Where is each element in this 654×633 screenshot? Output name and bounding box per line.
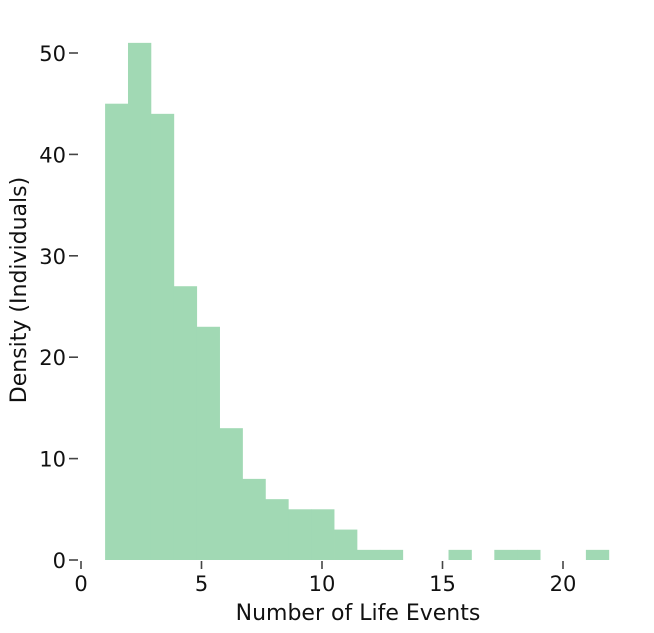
x-tick-label: 10	[309, 572, 336, 596]
histogram-bar	[150, 113, 175, 560]
histogram-bar	[127, 42, 152, 561]
histogram-bar	[196, 326, 220, 560]
histogram-bar	[265, 499, 289, 560]
y-tick-label: 20	[39, 346, 66, 370]
histogram-bar	[585, 549, 610, 560]
histogram-bar	[334, 529, 358, 560]
histogram-bar	[288, 509, 312, 560]
histogram-bar	[448, 549, 472, 560]
histogram-bar	[242, 478, 266, 560]
histogram-bar	[311, 509, 335, 560]
x-axis-label: Number of Life Events	[236, 601, 481, 626]
histogram-bar	[219, 428, 243, 560]
histogram-bar	[356, 549, 381, 560]
x-tick-label: 15	[429, 572, 456, 596]
histogram-bar	[379, 549, 404, 560]
histogram-bar	[105, 103, 129, 560]
x-tick-label: 0	[74, 572, 87, 596]
y-axis-label: Density (Individuals)	[7, 177, 32, 403]
y-tick-label: 30	[39, 245, 66, 269]
y-tick-label: 40	[39, 143, 66, 167]
histogram-bar	[173, 286, 198, 560]
y-tick-label: 0	[53, 549, 66, 573]
bars-group	[105, 42, 610, 561]
histogram-bar	[517, 549, 541, 560]
x-axis: 0 5 10 15 20	[74, 561, 576, 596]
y-tick-label: 50	[39, 42, 66, 66]
y-tick-label: 10	[39, 448, 66, 472]
x-tick-label: 20	[550, 572, 577, 596]
x-tick-label: 5	[195, 572, 208, 596]
y-axis: 0 10 20 30 40 50	[39, 42, 78, 573]
histogram-bar	[494, 549, 518, 560]
